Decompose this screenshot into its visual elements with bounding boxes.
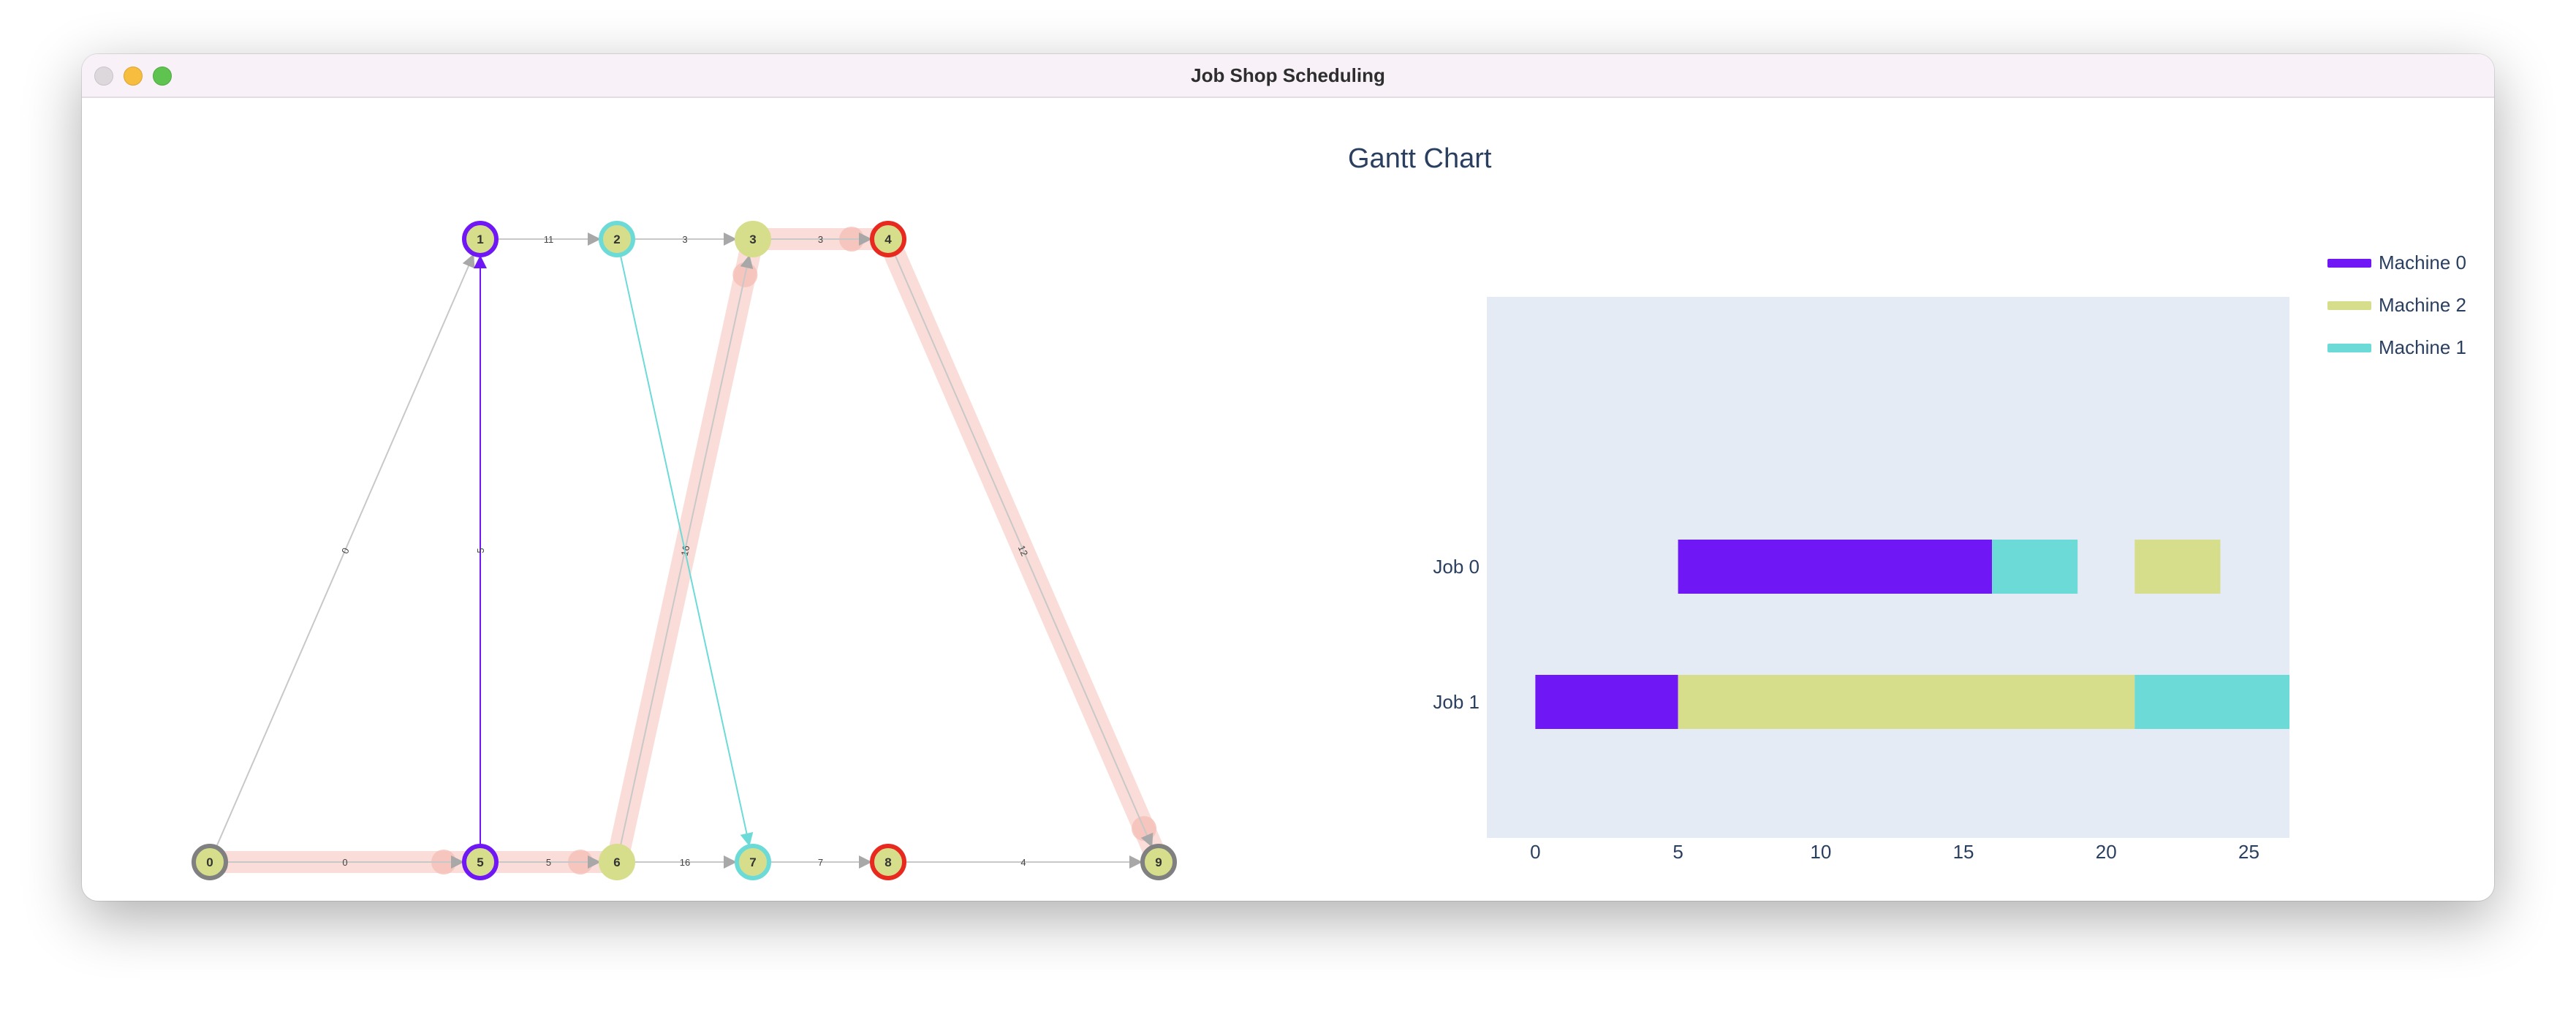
- graph-node-label: 4: [884, 233, 892, 246]
- edge-weight-label: 7: [818, 857, 823, 868]
- gantt-x-tick-label: 25: [2238, 841, 2259, 863]
- legend-item-machine-1[interactable]: Machine 1: [2327, 336, 2488, 358]
- gantt-y-tick-label: Job 1: [1433, 691, 1480, 713]
- gantt-bar: [1678, 675, 2135, 729]
- edge-weight-label: 11: [544, 234, 554, 245]
- maximize-window-button[interactable]: [153, 67, 172, 86]
- graph-node-7: [735, 844, 771, 880]
- gantt-x-tick-label: 20: [2096, 841, 2117, 863]
- app-window: Job Shop Scheduling 0113312051674516 012…: [82, 54, 2494, 901]
- edges-layer: 0113312051674516: [215, 233, 1153, 869]
- graph-node-label: 3: [749, 233, 756, 246]
- edge-arrowhead: [474, 255, 487, 268]
- graph-node-label: 0: [206, 855, 213, 869]
- edge-weight-label: 3: [818, 234, 823, 245]
- nodes-layer: 01 2 3 45 6 7 8 9: [192, 221, 1177, 880]
- graph-node-label: 6: [613, 855, 620, 869]
- edge-4-9: [893, 253, 1153, 848]
- legend-item-machine-2[interactable]: Machine 2: [2327, 294, 2488, 316]
- edge-arrowhead: [588, 233, 601, 246]
- graph-node-1: [462, 221, 499, 257]
- edge-weight-label: 4: [1020, 857, 1026, 868]
- gantt-x-tick-label: 10: [1810, 841, 1831, 863]
- gantt-y-axis: Job 0 Job 1: [1433, 556, 1480, 713]
- title-bar: Job Shop Scheduling: [82, 54, 2494, 98]
- graph-node-label: 2: [613, 233, 620, 246]
- gantt-y-tick-label: Job 0: [1433, 556, 1480, 578]
- close-window-button[interactable]: [94, 67, 113, 86]
- edge-arrowhead: [740, 832, 754, 847]
- graph-node-6: [599, 844, 635, 880]
- edge-arrowhead: [462, 254, 475, 269]
- gantt-bar: [1535, 675, 1678, 729]
- edge-weight-label: 16: [680, 857, 690, 868]
- edge-weight-label: 3: [682, 234, 687, 245]
- gantt-bars: [1535, 540, 2289, 729]
- gantt-bar: [1678, 540, 1993, 594]
- gantt-x-tick-label: 5: [1672, 841, 1683, 863]
- edge-arrowhead: [451, 855, 464, 869]
- gantt-bar: [2134, 675, 2289, 729]
- gantt-x-tick-label: 0: [1530, 841, 1540, 863]
- legend-swatch: [2327, 344, 2371, 352]
- graph-node-label: 8: [884, 855, 891, 869]
- graph-node-8: [870, 844, 906, 880]
- edge-arrowhead: [588, 855, 601, 869]
- graph-node-4: [870, 221, 906, 257]
- legend-swatch: [2327, 301, 2371, 310]
- gantt-bar: [2134, 540, 2221, 594]
- edge-weight-label: 0: [342, 857, 347, 868]
- gantt-chart: Job 0 Job 1 0 5 10 15 20 25: [1433, 297, 2289, 863]
- edge-arrowhead: [724, 855, 737, 869]
- graph-node-label: 7: [749, 855, 756, 869]
- edge-arrowhead: [724, 233, 737, 246]
- legend-label: Machine 2: [2379, 294, 2466, 316]
- edge-arrowhead: [859, 855, 872, 869]
- legend-item-machine-0[interactable]: Machine 0: [2327, 252, 2488, 273]
- edge-arrowhead: [1129, 855, 1143, 869]
- graph-node-label: 5: [477, 855, 483, 869]
- graph-node-label: 1: [477, 233, 483, 246]
- graph-node-3: [735, 221, 771, 257]
- edge-weight-label: 5: [546, 857, 551, 868]
- edge-arrowhead: [1140, 832, 1153, 847]
- edge-weight-label: 12: [1016, 544, 1031, 558]
- gantt-x-tick-label: 15: [1953, 841, 1974, 863]
- window-title: Job Shop Scheduling: [1191, 64, 1385, 86]
- graph-node-2: [599, 221, 635, 257]
- graph-node-label: 9: [1155, 855, 1162, 869]
- graph-node-0: [192, 844, 228, 880]
- edge-weight-label: 0: [339, 546, 352, 556]
- legend-label: Machine 0: [2379, 252, 2466, 273]
- edge-0-1: [215, 253, 475, 848]
- edge-arrowhead: [740, 254, 754, 269]
- minimize-window-button[interactable]: [124, 67, 143, 86]
- gantt-chart-title: Gantt Chart: [1348, 143, 1492, 174]
- graph-node-9: [1140, 844, 1177, 880]
- gantt-x-axis: 0 5 10 15 20 25: [1530, 841, 2259, 863]
- edge-arrowhead: [859, 233, 872, 246]
- legend-label: Machine 1: [2379, 336, 2466, 358]
- legend-swatch: [2327, 259, 2371, 268]
- graph-node-5: [462, 844, 499, 880]
- edge-weight-label: 5: [475, 548, 486, 553]
- edge-2-7: [619, 254, 751, 847]
- gantt-bar: [1992, 540, 2078, 594]
